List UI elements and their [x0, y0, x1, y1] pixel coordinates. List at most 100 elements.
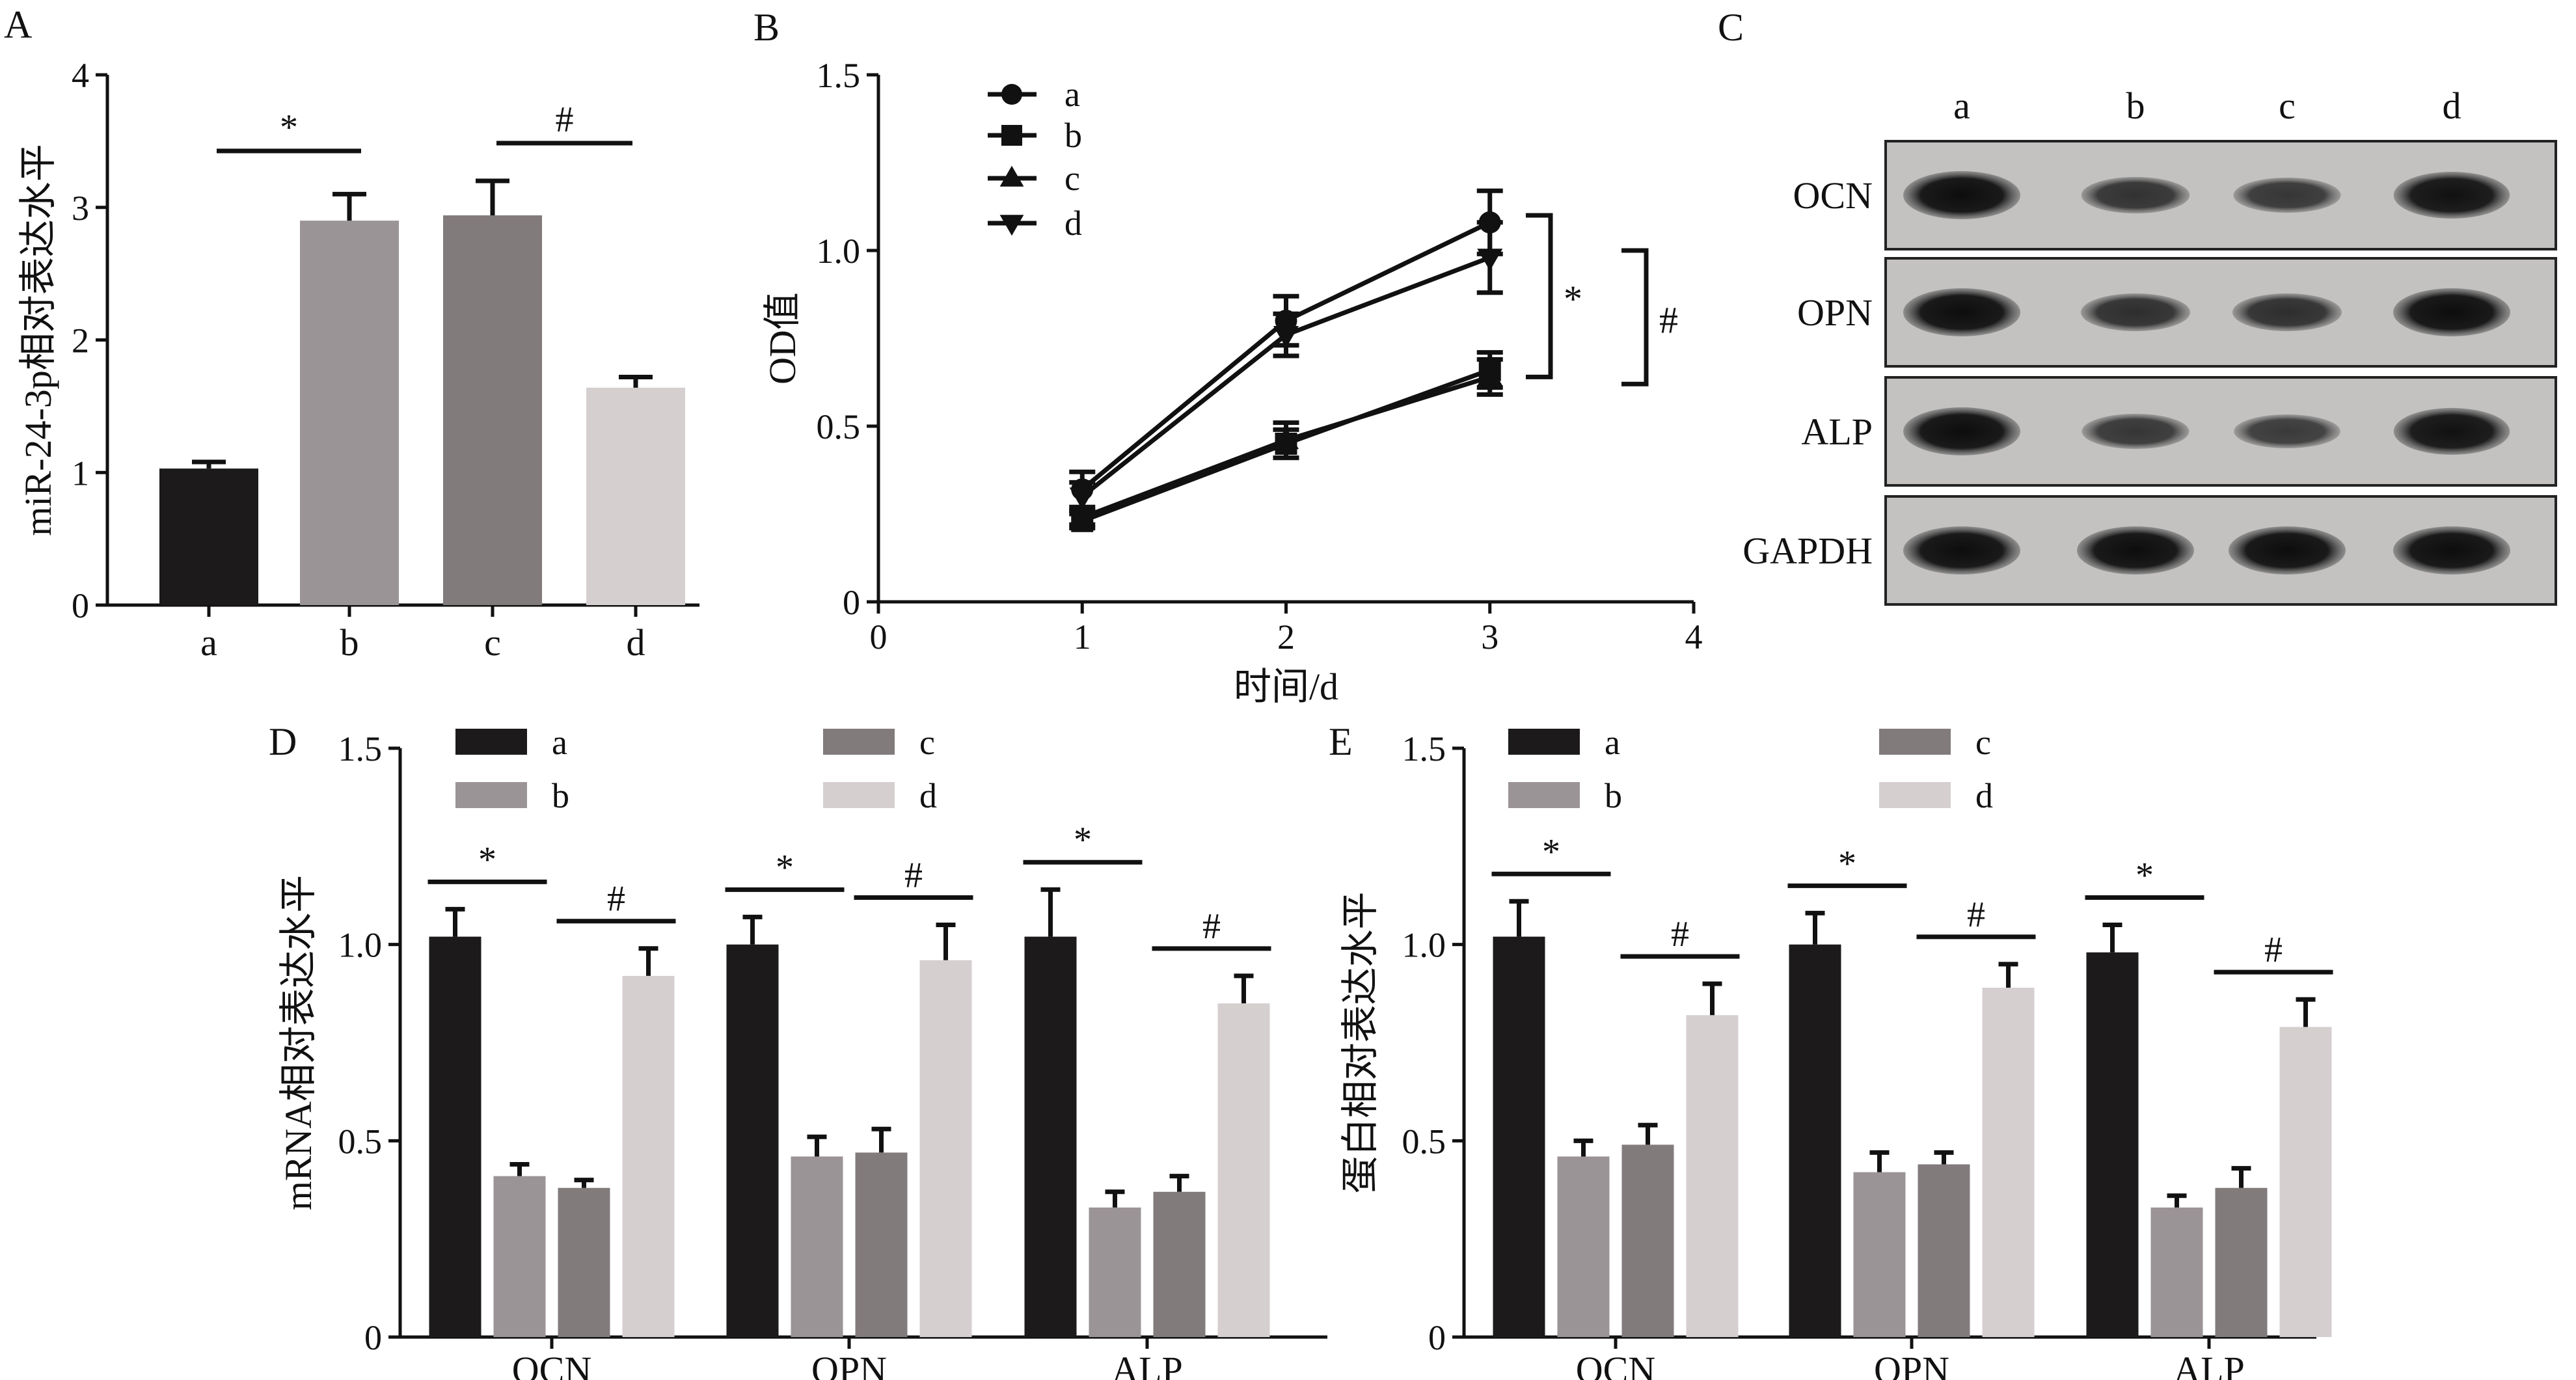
y-tick-label: 1.5 — [1402, 729, 1446, 768]
significance-label: * — [280, 107, 298, 148]
significance-label: # — [1659, 299, 1678, 342]
panel-e-chart: 0 0.5 1.0 1.5 OCN * # OPN * # ALP * # ab cd 蛋白相对表达水平 — [1339, 723, 2333, 1380]
legend-swatch-a — [455, 729, 527, 755]
series-line-d — [1081, 255, 1491, 498]
error-bar — [2231, 1166, 2251, 1188]
protein-label-gapdh: GAPDH — [1742, 530, 1873, 572]
lane-label-b: b — [2126, 85, 2145, 127]
error-bar — [936, 923, 956, 960]
band-alp-c — [2234, 414, 2340, 448]
y-tick-label: 1.0 — [1402, 926, 1446, 965]
error-bar — [638, 946, 658, 976]
y-tick-label: 1.5 — [817, 56, 861, 95]
band-ocn-d — [2393, 172, 2510, 219]
legend-marker-c — [999, 165, 1024, 187]
bar-ocn-c — [1621, 1144, 1674, 1337]
x-tick-label: 4 — [1685, 617, 1703, 656]
bar-alp-d — [1217, 1003, 1270, 1337]
lane-label-d: d — [2443, 85, 2461, 127]
x-tick-label: OCN — [1576, 1349, 1655, 1380]
y-tick-label: 1 — [72, 453, 89, 493]
data-point-c — [1069, 504, 1095, 526]
bar-ocn-a — [1493, 936, 1545, 1337]
legend-label-d: d — [1064, 204, 1082, 243]
significance-label: * — [1838, 843, 1856, 884]
error-bar — [574, 1178, 594, 1188]
error-bar — [742, 914, 763, 945]
significance-bracket — [1526, 213, 1553, 379]
error-bar — [807, 1134, 827, 1157]
x-tick-label: a — [200, 621, 217, 664]
legend-swatch-a — [1508, 729, 1580, 755]
legend-label-d: d — [1975, 776, 1993, 815]
y-axis-label: miR-24-3p相对表达水平 — [17, 144, 59, 536]
bar-d — [586, 387, 685, 605]
band-gapdh-d — [2393, 526, 2510, 575]
bar-alp-a — [1024, 936, 1077, 1337]
error-bar — [1638, 1122, 1658, 1145]
bar-b — [300, 221, 399, 605]
y-tick-label: 0 — [72, 586, 89, 625]
bar-ocn-d — [1686, 1015, 1739, 1337]
bar-ocn-b — [1557, 1156, 1610, 1337]
error-bar — [1234, 973, 1254, 1004]
error-bar — [445, 906, 465, 937]
bar-opn-b — [791, 1156, 843, 1337]
panel-label-a: A — [4, 3, 32, 46]
significance-label: # — [1202, 906, 1221, 947]
x-tick-label: 1 — [1074, 617, 1091, 656]
y-axis-label: OD值 — [761, 292, 804, 385]
band-opn-c — [2232, 293, 2342, 331]
error-bar — [192, 459, 226, 469]
legend-swatch-c — [1879, 729, 1951, 755]
bar-ocn-c — [558, 1187, 610, 1337]
x-tick-label: OPN — [811, 1349, 887, 1380]
error-bar — [1169, 1174, 1189, 1192]
bar-alp-c — [1153, 1191, 1206, 1337]
data-point-c — [1477, 364, 1503, 386]
panel-label-c: C — [1718, 6, 1744, 49]
significance-label: * — [1564, 278, 1582, 320]
error-bar — [1805, 910, 1825, 945]
legend-label-b: b — [1064, 116, 1082, 155]
bar-opn-a — [1789, 944, 1841, 1337]
legend-label-a: a — [1064, 75, 1080, 114]
x-tick-label: 2 — [1277, 617, 1295, 656]
legend-label-a: a — [552, 723, 567, 762]
error-bar — [509, 1162, 530, 1176]
bar-alp-c — [2215, 1187, 2268, 1337]
x-tick-label: ALP — [1111, 1349, 1183, 1380]
legend-swatch-d — [823, 782, 895, 808]
error-bar — [1869, 1150, 1890, 1172]
legend-label-c: c — [1975, 723, 1991, 762]
legend-marker-d — [999, 215, 1024, 236]
band-ocn-c — [2233, 178, 2341, 213]
y-tick-label: 3 — [72, 189, 89, 228]
y-tick-label: 0 — [843, 583, 860, 622]
panel-label-b: B — [753, 6, 780, 49]
band-opn-a — [1903, 288, 2020, 336]
protein-label-ocn: OCN — [1793, 174, 1873, 217]
significance-label: * — [478, 839, 496, 880]
x-tick-label: 3 — [1481, 617, 1498, 656]
significance-label: # — [1967, 895, 1985, 935]
error-bar — [871, 1126, 891, 1153]
significance-label: # — [2264, 930, 2283, 970]
bar-ocn-b — [493, 1176, 546, 1337]
bar-alp-b — [2150, 1207, 2203, 1337]
legend-label-c: c — [919, 723, 935, 762]
band-ocn-a — [1903, 171, 2020, 219]
legend-swatch-c — [823, 729, 895, 755]
band-opn-d — [2393, 288, 2510, 336]
protein-label-opn: OPN — [1797, 291, 1873, 334]
legend-marker-b — [1001, 125, 1022, 146]
x-tick-label: OPN — [1874, 1349, 1949, 1380]
panel-label-d: D — [269, 720, 297, 763]
legend-swatch-b — [1508, 782, 1580, 808]
significance-label: * — [1074, 820, 1092, 860]
band-opn-b — [2081, 293, 2190, 331]
error-bar — [2296, 997, 2316, 1027]
significance-label: # — [904, 856, 923, 896]
